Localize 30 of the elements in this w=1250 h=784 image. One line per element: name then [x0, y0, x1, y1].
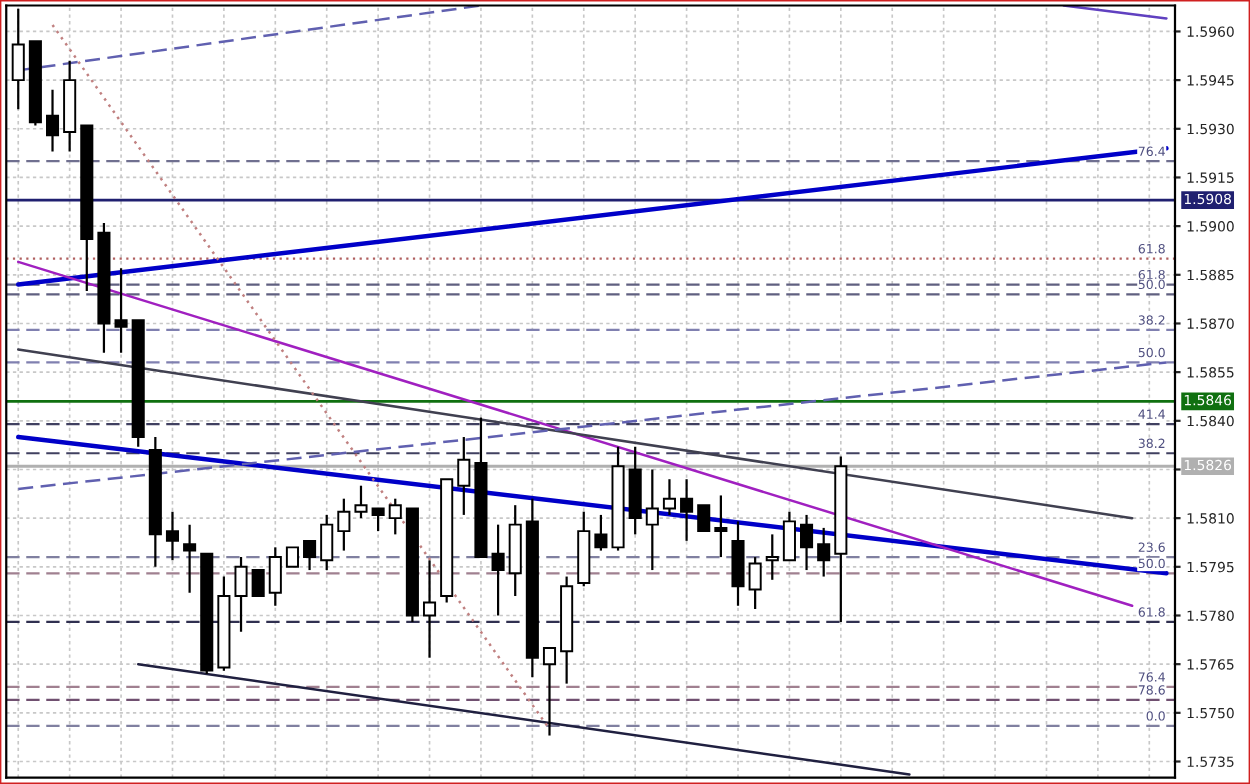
candlestick: [303, 539, 317, 572]
candlestick: [645, 468, 659, 572]
candlestick: [697, 504, 711, 533]
candlestick: [337, 497, 351, 552]
candlestick: [731, 520, 745, 607]
candlestick: [320, 513, 334, 572]
candlestick: [354, 484, 368, 520]
candlestick: [457, 435, 471, 517]
candlestick: [594, 513, 608, 552]
candlestick: [748, 555, 762, 611]
candlestick: [782, 510, 796, 562]
candlestick: [165, 510, 180, 562]
candlestick: [714, 494, 728, 559]
candlestick: [251, 569, 265, 597]
candlestick: [285, 546, 299, 568]
candlestick: [765, 533, 779, 581]
candlestick: [388, 497, 402, 536]
candlestick: [680, 478, 694, 542]
candlestick: [234, 555, 248, 633]
candlestick: [800, 513, 814, 572]
candlestick: [183, 523, 197, 594]
candlestick: [423, 559, 437, 659]
candlestick: [371, 507, 385, 533]
candlestick: [45, 88, 60, 153]
candlestick: [268, 546, 282, 607]
candlestick: [114, 267, 128, 354]
candlestick: [491, 523, 505, 617]
candlestick: [662, 478, 676, 517]
candlestick: [817, 526, 831, 578]
candlestick: [542, 646, 557, 737]
